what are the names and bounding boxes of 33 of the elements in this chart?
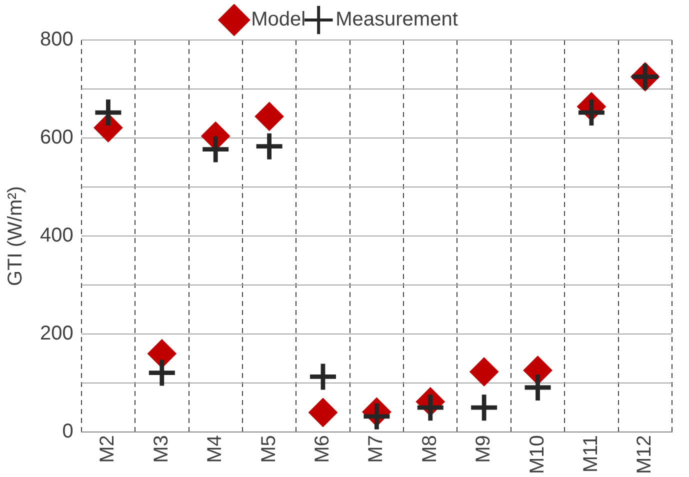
x-tick-label: M12 (634, 435, 656, 474)
legend-label: Measurement (336, 8, 458, 31)
point (256, 133, 282, 160)
y-tick-label: 600 (40, 126, 74, 149)
legend-label: Model (251, 8, 306, 31)
y-tick-label: 0 (62, 420, 74, 443)
x-tick-label: M11 (580, 435, 602, 473)
y-tick-label: 400 (40, 224, 74, 247)
point (310, 364, 336, 390)
point (308, 398, 338, 427)
point (470, 357, 499, 386)
point (202, 136, 229, 162)
x-tick-label: M7 (365, 435, 388, 463)
point (147, 339, 176, 368)
point (417, 394, 444, 421)
x-tick-label: M3 (150, 435, 172, 463)
y-tick-label: 800 (40, 28, 74, 51)
point (95, 100, 122, 126)
point (254, 102, 284, 131)
x-tick-label: M8 (418, 435, 441, 463)
point (148, 360, 175, 386)
point (524, 374, 551, 400)
point (523, 356, 552, 385)
x-tick-label: M4 (204, 435, 226, 463)
x-tick-label: M5 (258, 435, 280, 463)
point (471, 394, 498, 421)
x-tick-label: M10 (526, 435, 548, 474)
x-tick-label: M6 (312, 435, 334, 463)
x-tick-label: M2 (96, 435, 119, 463)
y-tick-label: 200 (40, 322, 74, 345)
y-axis-title: GTI (W/m²) (4, 186, 27, 286)
point (364, 403, 390, 430)
x-tick-label: M9 (472, 435, 495, 463)
